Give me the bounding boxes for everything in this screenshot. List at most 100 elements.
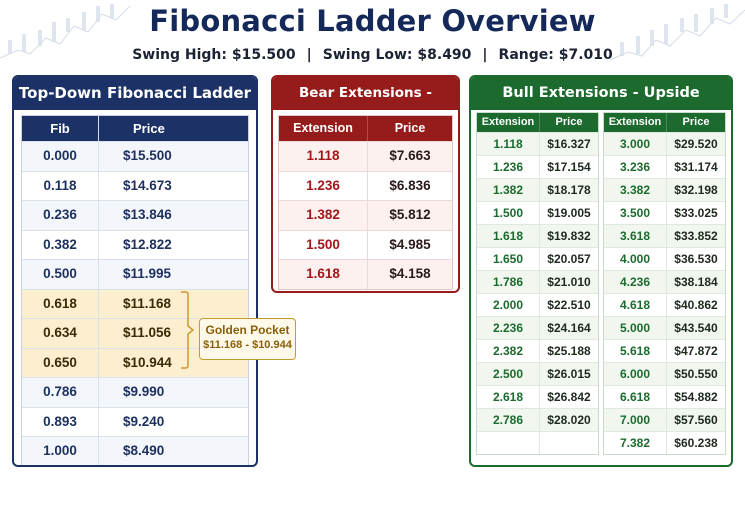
extension-level: 2.500 [477,363,540,385]
table-row: 3.236 $31.174 [604,155,725,178]
table-row: 1.118 $16.327 [477,132,598,155]
price-value: $43.540 [674,321,718,335]
extension-level: 4.236 [604,271,667,293]
swing-summary: Swing High: $15.500 | Swing Low: $8.490 | Ra… [0,47,745,63]
table-row: 5.618 $47.872 [604,339,725,362]
table-row: 3.382 $32.198 [604,178,725,201]
extension-level: 1.618 [477,225,540,247]
extension-level: 3.236 [604,156,667,178]
extension-level [477,432,540,454]
bull-extensions-title: Bull Extensions - Upside [471,77,731,110]
extension-level: 1.236 [279,171,368,200]
fib-level: 0.000 [22,142,99,171]
fib-level: 0.786 [22,378,99,407]
table-row: 7.000 $57.560 [604,408,725,431]
extension-level: 1.786 [477,271,540,293]
extension-level: 1.382 [477,179,540,201]
fib-level: 0.236 [22,201,99,230]
table-row: 3.000 $29.520 [604,132,725,155]
table-row: 2.500 $26.015 [477,362,598,385]
table-row: 1.786 $21.010 [477,270,598,293]
fib-ladder-panel: Top-Down Fibonacci Ladder Fib Price 0.00… [12,75,258,467]
fib-level: 0.118 [22,171,99,200]
table-row: 0.382 $12.822 [22,229,248,259]
table-row: 2.000 $22.510 [477,293,598,316]
extension-level: 2.000 [477,294,540,316]
table-row: 2.236 $24.164 [477,316,598,339]
price-value: $17.154 [547,160,591,174]
extension-level: 1.618 [279,260,368,289]
empty-row [477,431,598,454]
table-row: 0.236 $13.846 [22,200,248,230]
table-row: 4.000 $36.530 [604,247,725,270]
extension-level: 6.000 [604,363,667,385]
table-row: 2.382 $25.188 [477,339,598,362]
price-value: $11.168 [123,295,172,311]
price-value [540,432,598,454]
column-header-extension: Extension [604,113,667,132]
column-header-extension: Extension [279,116,368,141]
extension-level: 1.500 [477,202,540,224]
extension-level: 3.000 [604,133,667,155]
bear-extensions-table: Extension Price 1.118 $7.663 1.236 $6.836 1.… [278,115,453,290]
price-value: $11.056 [123,325,172,340]
swing-high: Swing High: $15.500 [132,47,296,63]
table-row: 1.236 $17.154 [477,155,598,178]
price-value: $7.663 [389,148,431,163]
extension-level: 5.618 [604,340,667,362]
price-value: $19.832 [547,229,591,243]
table-row: 3.500 $33.025 [604,201,725,224]
bear-extensions-title: Bear Extensions - Downside [273,77,458,134]
extension-level: 4.618 [604,294,667,316]
fib-ladder-title: Top-Down Fibonacci Ladder [14,77,256,110]
price-value: $28.020 [547,413,591,427]
price-value: $33.025 [674,206,718,220]
swing-low: Swing Low: $8.490 [322,47,472,63]
price-value: $6.836 [389,177,431,193]
extension-level: 1.236 [477,156,540,178]
price-value: $33.852 [674,229,718,243]
fib-level: 0.382 [22,230,99,259]
table-row: 1.618 $4.158 [279,259,452,289]
price-value: $5.812 [389,207,431,222]
price-value: $54.882 [674,390,718,404]
fib-level: 1.000 [22,437,99,465]
column-header-price: Price [555,116,583,128]
column-header-fib: Fib [22,116,99,141]
price-value: $11.995 [123,266,172,281]
table-row: 0.000 $15.500 [22,141,248,171]
price-value: $32.198 [674,183,718,197]
table-row: 1.500 $19.005 [477,201,598,224]
extension-level: 7.382 [604,432,667,454]
table-row: 1.618 $19.832 [477,224,598,247]
table-header: Extension Price [604,113,725,132]
price-value: $20.057 [547,252,591,266]
extension-level: 6.618 [604,386,667,408]
table-row: 0.786 $9.990 [22,377,248,407]
bull-extensions-table-left: Extension Price 1.118 $16.327 1.236 $17.154… [476,112,599,455]
golden-pocket-callout: Golden Pocket $11.168 - $10.944 [199,318,296,360]
extension-level: 2.236 [477,317,540,339]
extension-level: 7.000 [604,409,667,431]
price-value: $8.490 [123,443,165,458]
column-header-extension: Extension [477,113,540,132]
table-header: Extension Price [477,113,598,132]
range: Range: $7.010 [498,47,613,63]
extension-level: 1.650 [477,248,540,270]
extension-level: 5.000 [604,317,667,339]
price-value: $4.985 [389,236,431,252]
column-header-price: Price [133,121,165,136]
price-value: $31.174 [674,160,718,174]
extension-level: 2.382 [477,340,540,362]
price-value: $38.184 [674,275,718,289]
price-value: $50.550 [674,367,718,381]
table-row: 4.236 $38.184 [604,270,725,293]
price-value: $25.188 [547,344,591,358]
column-header-price: Price [394,121,426,135]
table-row: 6.000 $50.550 [604,362,725,385]
extension-level: 4.000 [604,248,667,270]
table-header: Fib Price [22,116,248,141]
column-header-price: Price [682,116,710,128]
bear-extensions-panel: Bear Extensions - Downside Extension Pri… [271,75,460,293]
table-row: 1.118 $7.663 [279,141,452,171]
